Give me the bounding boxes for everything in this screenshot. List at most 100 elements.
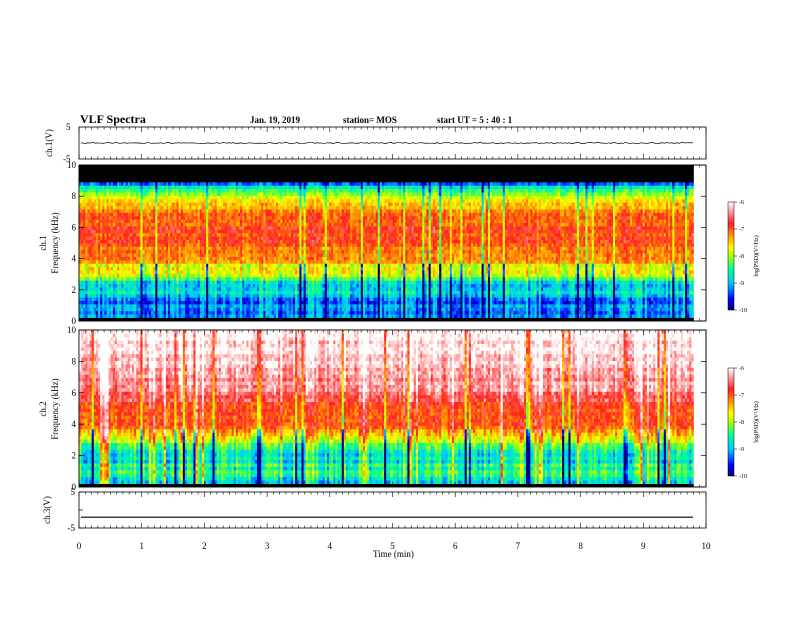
- spectrogram-cell: [121, 253, 123, 257]
- spectrogram-cell: [234, 236, 236, 240]
- spectrogram-cell: [215, 290, 217, 294]
- spectrogram-cell: [225, 260, 227, 264]
- spectrogram-cell: [208, 260, 210, 264]
- spectrogram-cell: [202, 233, 204, 237]
- spectrogram-cell: [176, 284, 178, 288]
- spectrogram-cell: [270, 172, 272, 176]
- spectrogram-cell: [278, 219, 280, 223]
- spectrogram-cell: [291, 274, 293, 278]
- spectrogram-cell: [124, 277, 126, 281]
- spectrogram-cell: [263, 311, 265, 315]
- spectrogram-cell: [183, 270, 185, 274]
- spectrogram-cell: [261, 179, 263, 183]
- spectrogram-cell: [134, 263, 136, 267]
- spectrogram-cell: [236, 257, 238, 261]
- spectrogram-cell: [153, 314, 155, 318]
- spectrogram-cell: [174, 274, 176, 278]
- spectrogram-cell: [145, 223, 147, 227]
- spectrogram-cell: [229, 297, 231, 301]
- spectrogram-cell: [232, 253, 234, 257]
- spectrogram-cell: [143, 297, 145, 301]
- spectrogram-cell: [301, 229, 303, 233]
- spectrogram-cell: [157, 314, 159, 318]
- spectrogram-cell: [107, 179, 109, 183]
- spectrogram-cell: [147, 294, 149, 298]
- spectrogram-cell: [291, 311, 293, 315]
- spectrogram-cell: [198, 202, 200, 206]
- spectrogram-cell: [143, 179, 145, 183]
- spectrogram-cell: [155, 219, 157, 223]
- spectrogram-cell: [295, 172, 297, 176]
- spectrogram-cell: [259, 189, 261, 193]
- spectrogram-cell: [291, 233, 293, 237]
- spectrogram-cell: [153, 199, 155, 203]
- spectrogram-cell: [272, 219, 274, 223]
- spectrogram-cell: [249, 172, 251, 176]
- spectrogram-cell: [293, 240, 295, 244]
- spectrogram-cell: [278, 182, 280, 186]
- spectrogram-cell: [193, 277, 195, 281]
- spectrogram-cell: [92, 277, 94, 281]
- spectrogram-cell: [278, 250, 280, 254]
- spectrogram-cell: [94, 314, 96, 318]
- spectrogram-cell: [219, 202, 221, 206]
- spectrogram-cell: [198, 270, 200, 274]
- spectrogram-cell: [253, 246, 255, 250]
- spectrogram-cell: [130, 260, 132, 264]
- spectrogram-cell: [217, 236, 219, 240]
- spectrogram-cell: [104, 250, 106, 254]
- spectrogram-cell: [282, 196, 284, 200]
- spectrogram-cell: [140, 233, 142, 237]
- spectrogram-cell: [306, 263, 308, 267]
- spectrogram-cell: [145, 294, 147, 298]
- spectrogram-cell: [299, 189, 301, 193]
- spectrogram-cell: [242, 165, 244, 169]
- spectrogram-cell: [136, 229, 138, 233]
- spectrogram-cell: [170, 219, 172, 223]
- spectrogram-cell: [153, 294, 155, 298]
- spectrogram-cell: [251, 179, 253, 183]
- spectrogram-cell: [280, 311, 282, 315]
- spectrogram-cell: [117, 253, 119, 257]
- spectrogram-cell: [244, 297, 246, 301]
- spectrogram-cell: [198, 267, 200, 271]
- spectrogram-cell: [293, 287, 295, 291]
- spectrogram-cell: [208, 219, 210, 223]
- spectrogram-cell: [255, 229, 257, 233]
- spectrogram-cell: [236, 212, 238, 216]
- spectrogram-cell: [301, 297, 303, 301]
- spectrogram-cell: [202, 226, 204, 230]
- spectrogram-cell: [259, 209, 261, 213]
- spectrogram-cell: [249, 189, 251, 193]
- spectrogram-cell: [134, 185, 136, 189]
- spectrogram-cell: [291, 246, 293, 250]
- spectrogram-cell: [217, 240, 219, 244]
- spectrogram-cell: [187, 206, 189, 210]
- spectrogram-cell: [282, 240, 284, 244]
- spectrogram-cell: [187, 280, 189, 284]
- spectrogram-cell: [119, 260, 121, 264]
- spectrogram-cell: [166, 202, 168, 206]
- spectrogram-cell: [304, 182, 306, 186]
- spectrogram-cell: [160, 304, 162, 308]
- spectrogram-cell: [265, 219, 267, 223]
- spectrogram-cell: [208, 233, 210, 237]
- spectrogram-cell: [143, 196, 145, 200]
- spectrogram-cell: [261, 307, 263, 311]
- spectrogram-cell: [147, 172, 149, 176]
- spectrogram-cell: [227, 192, 229, 196]
- spectrogram-cell: [176, 165, 178, 169]
- spectrogram-cell: [270, 196, 272, 200]
- spectrogram-cell: [208, 240, 210, 244]
- spectrogram-cell: [215, 223, 217, 227]
- spectrogram-cell: [109, 250, 111, 254]
- spectrogram-cell: [212, 270, 214, 274]
- spectrogram-cell: [128, 246, 130, 250]
- spectrogram-cell: [170, 260, 172, 264]
- spectrogram-cell: [149, 182, 151, 186]
- spectrogram-cell: [251, 294, 253, 298]
- spectrogram-cell: [170, 229, 172, 233]
- spectrogram-cell: [181, 182, 183, 186]
- spectrogram-cell: [94, 175, 96, 179]
- spectrogram-cell: [253, 226, 255, 230]
